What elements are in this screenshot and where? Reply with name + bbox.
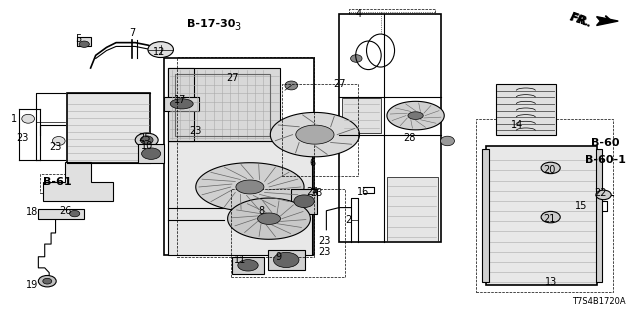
Text: 28: 28 — [404, 133, 416, 143]
Text: 12: 12 — [153, 47, 166, 57]
Polygon shape — [296, 125, 334, 144]
Ellipse shape — [38, 276, 56, 287]
Text: 16: 16 — [357, 187, 369, 197]
Polygon shape — [408, 112, 423, 119]
Polygon shape — [196, 163, 304, 211]
Ellipse shape — [70, 211, 80, 217]
Text: 4: 4 — [355, 9, 362, 19]
Bar — [38, 209, 84, 219]
Bar — [77, 37, 91, 46]
Bar — [387, 178, 438, 241]
Polygon shape — [43, 162, 113, 201]
Bar — [483, 149, 489, 282]
Text: 8: 8 — [259, 206, 264, 216]
Text: 21: 21 — [543, 214, 556, 224]
Bar — [339, 14, 441, 243]
Text: 1: 1 — [11, 114, 17, 124]
Ellipse shape — [22, 114, 35, 123]
Bar — [168, 68, 194, 141]
Ellipse shape — [43, 278, 52, 284]
Ellipse shape — [140, 136, 153, 144]
Text: 5: 5 — [75, 35, 81, 44]
Ellipse shape — [52, 137, 65, 145]
Bar — [342, 98, 381, 133]
Text: 9: 9 — [275, 252, 282, 262]
Bar — [486, 146, 597, 285]
Text: 17: 17 — [173, 95, 186, 105]
Bar — [175, 74, 270, 136]
Text: 23: 23 — [318, 247, 331, 257]
Text: 20: 20 — [543, 164, 556, 174]
Text: 25: 25 — [138, 133, 151, 143]
Text: 24: 24 — [306, 187, 319, 197]
Bar — [282, 84, 358, 176]
Bar — [232, 257, 264, 274]
Bar — [476, 119, 613, 292]
Text: B-17-30: B-17-30 — [188, 19, 236, 28]
Text: 23: 23 — [49, 142, 61, 152]
Ellipse shape — [273, 252, 299, 268]
Text: 3: 3 — [234, 22, 240, 32]
Text: 23: 23 — [16, 133, 29, 143]
Bar — [168, 68, 280, 141]
Bar — [164, 97, 199, 111]
Ellipse shape — [141, 148, 161, 159]
Text: 6: 6 — [309, 158, 316, 168]
Text: 11: 11 — [234, 255, 246, 265]
Polygon shape — [387, 101, 444, 130]
Text: T7S4B1720A: T7S4B1720A — [572, 297, 626, 306]
Bar — [291, 188, 317, 214]
Text: B-61: B-61 — [43, 177, 72, 187]
Bar — [231, 188, 346, 277]
Ellipse shape — [285, 81, 298, 90]
Polygon shape — [228, 198, 310, 239]
Polygon shape — [257, 213, 280, 224]
Bar — [138, 144, 164, 163]
Text: 23: 23 — [318, 236, 331, 246]
Text: 23: 23 — [310, 188, 323, 198]
Text: FR.: FR. — [568, 12, 591, 28]
Text: 27: 27 — [226, 73, 238, 83]
Text: 13: 13 — [545, 277, 557, 287]
Polygon shape — [236, 180, 264, 194]
Bar — [177, 57, 314, 257]
Bar — [67, 93, 150, 163]
Ellipse shape — [351, 55, 362, 62]
Bar — [596, 149, 602, 282]
Text: 27: 27 — [333, 79, 346, 89]
Text: 19: 19 — [26, 280, 38, 290]
Bar — [164, 59, 314, 255]
Text: 22: 22 — [594, 188, 607, 198]
Text: 18: 18 — [26, 207, 38, 217]
Polygon shape — [168, 141, 312, 255]
Text: 15: 15 — [575, 201, 588, 211]
Ellipse shape — [238, 260, 258, 271]
Text: 26: 26 — [59, 206, 71, 216]
Ellipse shape — [135, 133, 158, 147]
Ellipse shape — [170, 99, 193, 109]
Text: 10: 10 — [141, 141, 153, 151]
Ellipse shape — [79, 41, 90, 47]
Ellipse shape — [596, 190, 611, 200]
Polygon shape — [596, 17, 618, 26]
Text: FR.: FR. — [568, 10, 594, 30]
Text: B-60-1: B-60-1 — [585, 155, 626, 165]
Polygon shape — [270, 112, 360, 157]
Ellipse shape — [541, 212, 560, 223]
Ellipse shape — [440, 136, 454, 146]
Ellipse shape — [541, 162, 560, 174]
Bar — [268, 250, 305, 270]
Text: 14: 14 — [511, 120, 524, 130]
Text: 23: 23 — [189, 126, 202, 136]
Text: B-60: B-60 — [591, 138, 620, 148]
Ellipse shape — [294, 195, 314, 208]
Text: 7: 7 — [129, 28, 135, 38]
Bar — [496, 84, 556, 135]
Ellipse shape — [148, 42, 173, 58]
Text: 2: 2 — [346, 215, 352, 225]
Bar — [40, 174, 84, 193]
